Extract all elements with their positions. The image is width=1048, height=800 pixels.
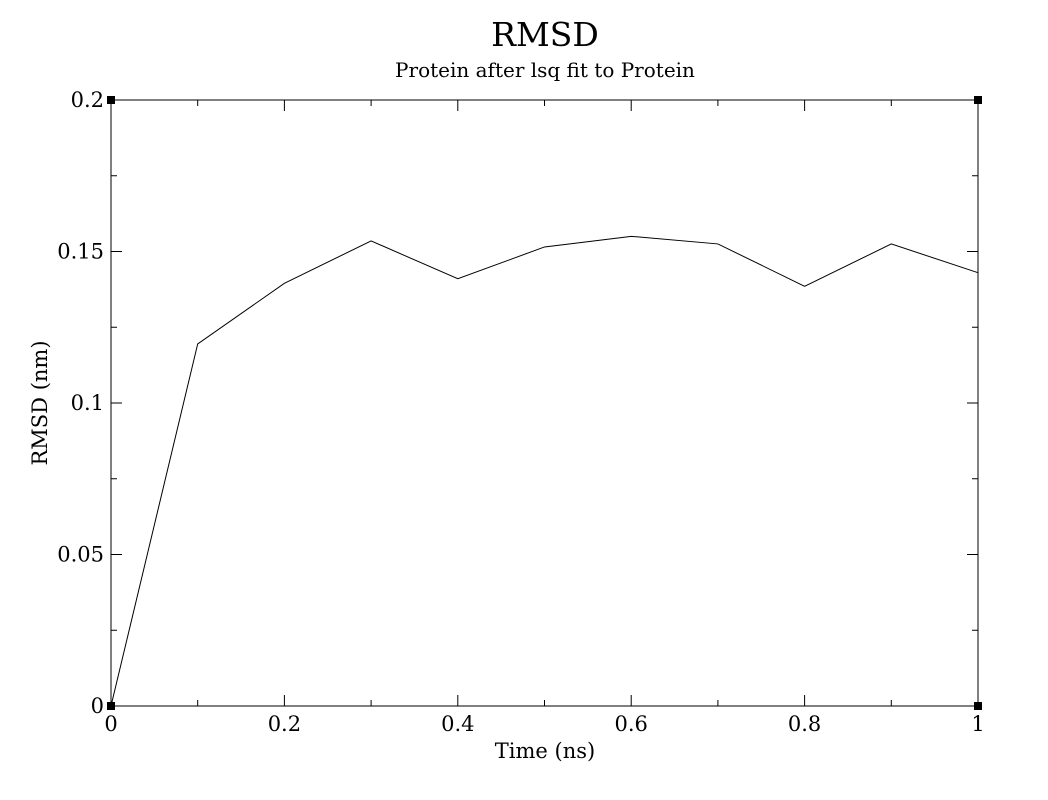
y-tick-label: 0.05 xyxy=(57,543,104,567)
x-tick-label: 0 xyxy=(104,712,117,736)
y-tick-label: 0 xyxy=(91,694,104,718)
rmsd-series-line xyxy=(110,235,979,707)
axis-ticks xyxy=(110,99,979,707)
x-tick-label: 0.8 xyxy=(788,712,821,736)
corner-marker xyxy=(974,96,982,104)
x-tick-label: 0.4 xyxy=(441,712,474,736)
plot-frame xyxy=(110,99,979,707)
x-tick-label: 0.6 xyxy=(614,712,647,736)
corner-markers xyxy=(107,96,982,710)
y-tick-label: 0.15 xyxy=(57,240,104,264)
x-axis-label: Time (ns) xyxy=(495,739,595,763)
x-tick-label: 0.2 xyxy=(268,712,301,736)
axis-tick-labels: 0 0.2 0.4 0.6 0.8 1 0 0.05 0.1 0.15 0.2 xyxy=(57,88,984,736)
chart-subtitle: Protein after lsq fit to Protein xyxy=(395,58,695,82)
x-tick-label: 1 xyxy=(971,712,984,736)
y-axis-label: RMSD (nm) xyxy=(28,340,52,465)
corner-marker xyxy=(974,702,982,710)
y-tick-label: 0.2 xyxy=(71,88,104,112)
chart-title: RMSD xyxy=(491,15,599,54)
corner-marker xyxy=(107,96,115,104)
y-tick-label: 0.1 xyxy=(71,391,104,415)
